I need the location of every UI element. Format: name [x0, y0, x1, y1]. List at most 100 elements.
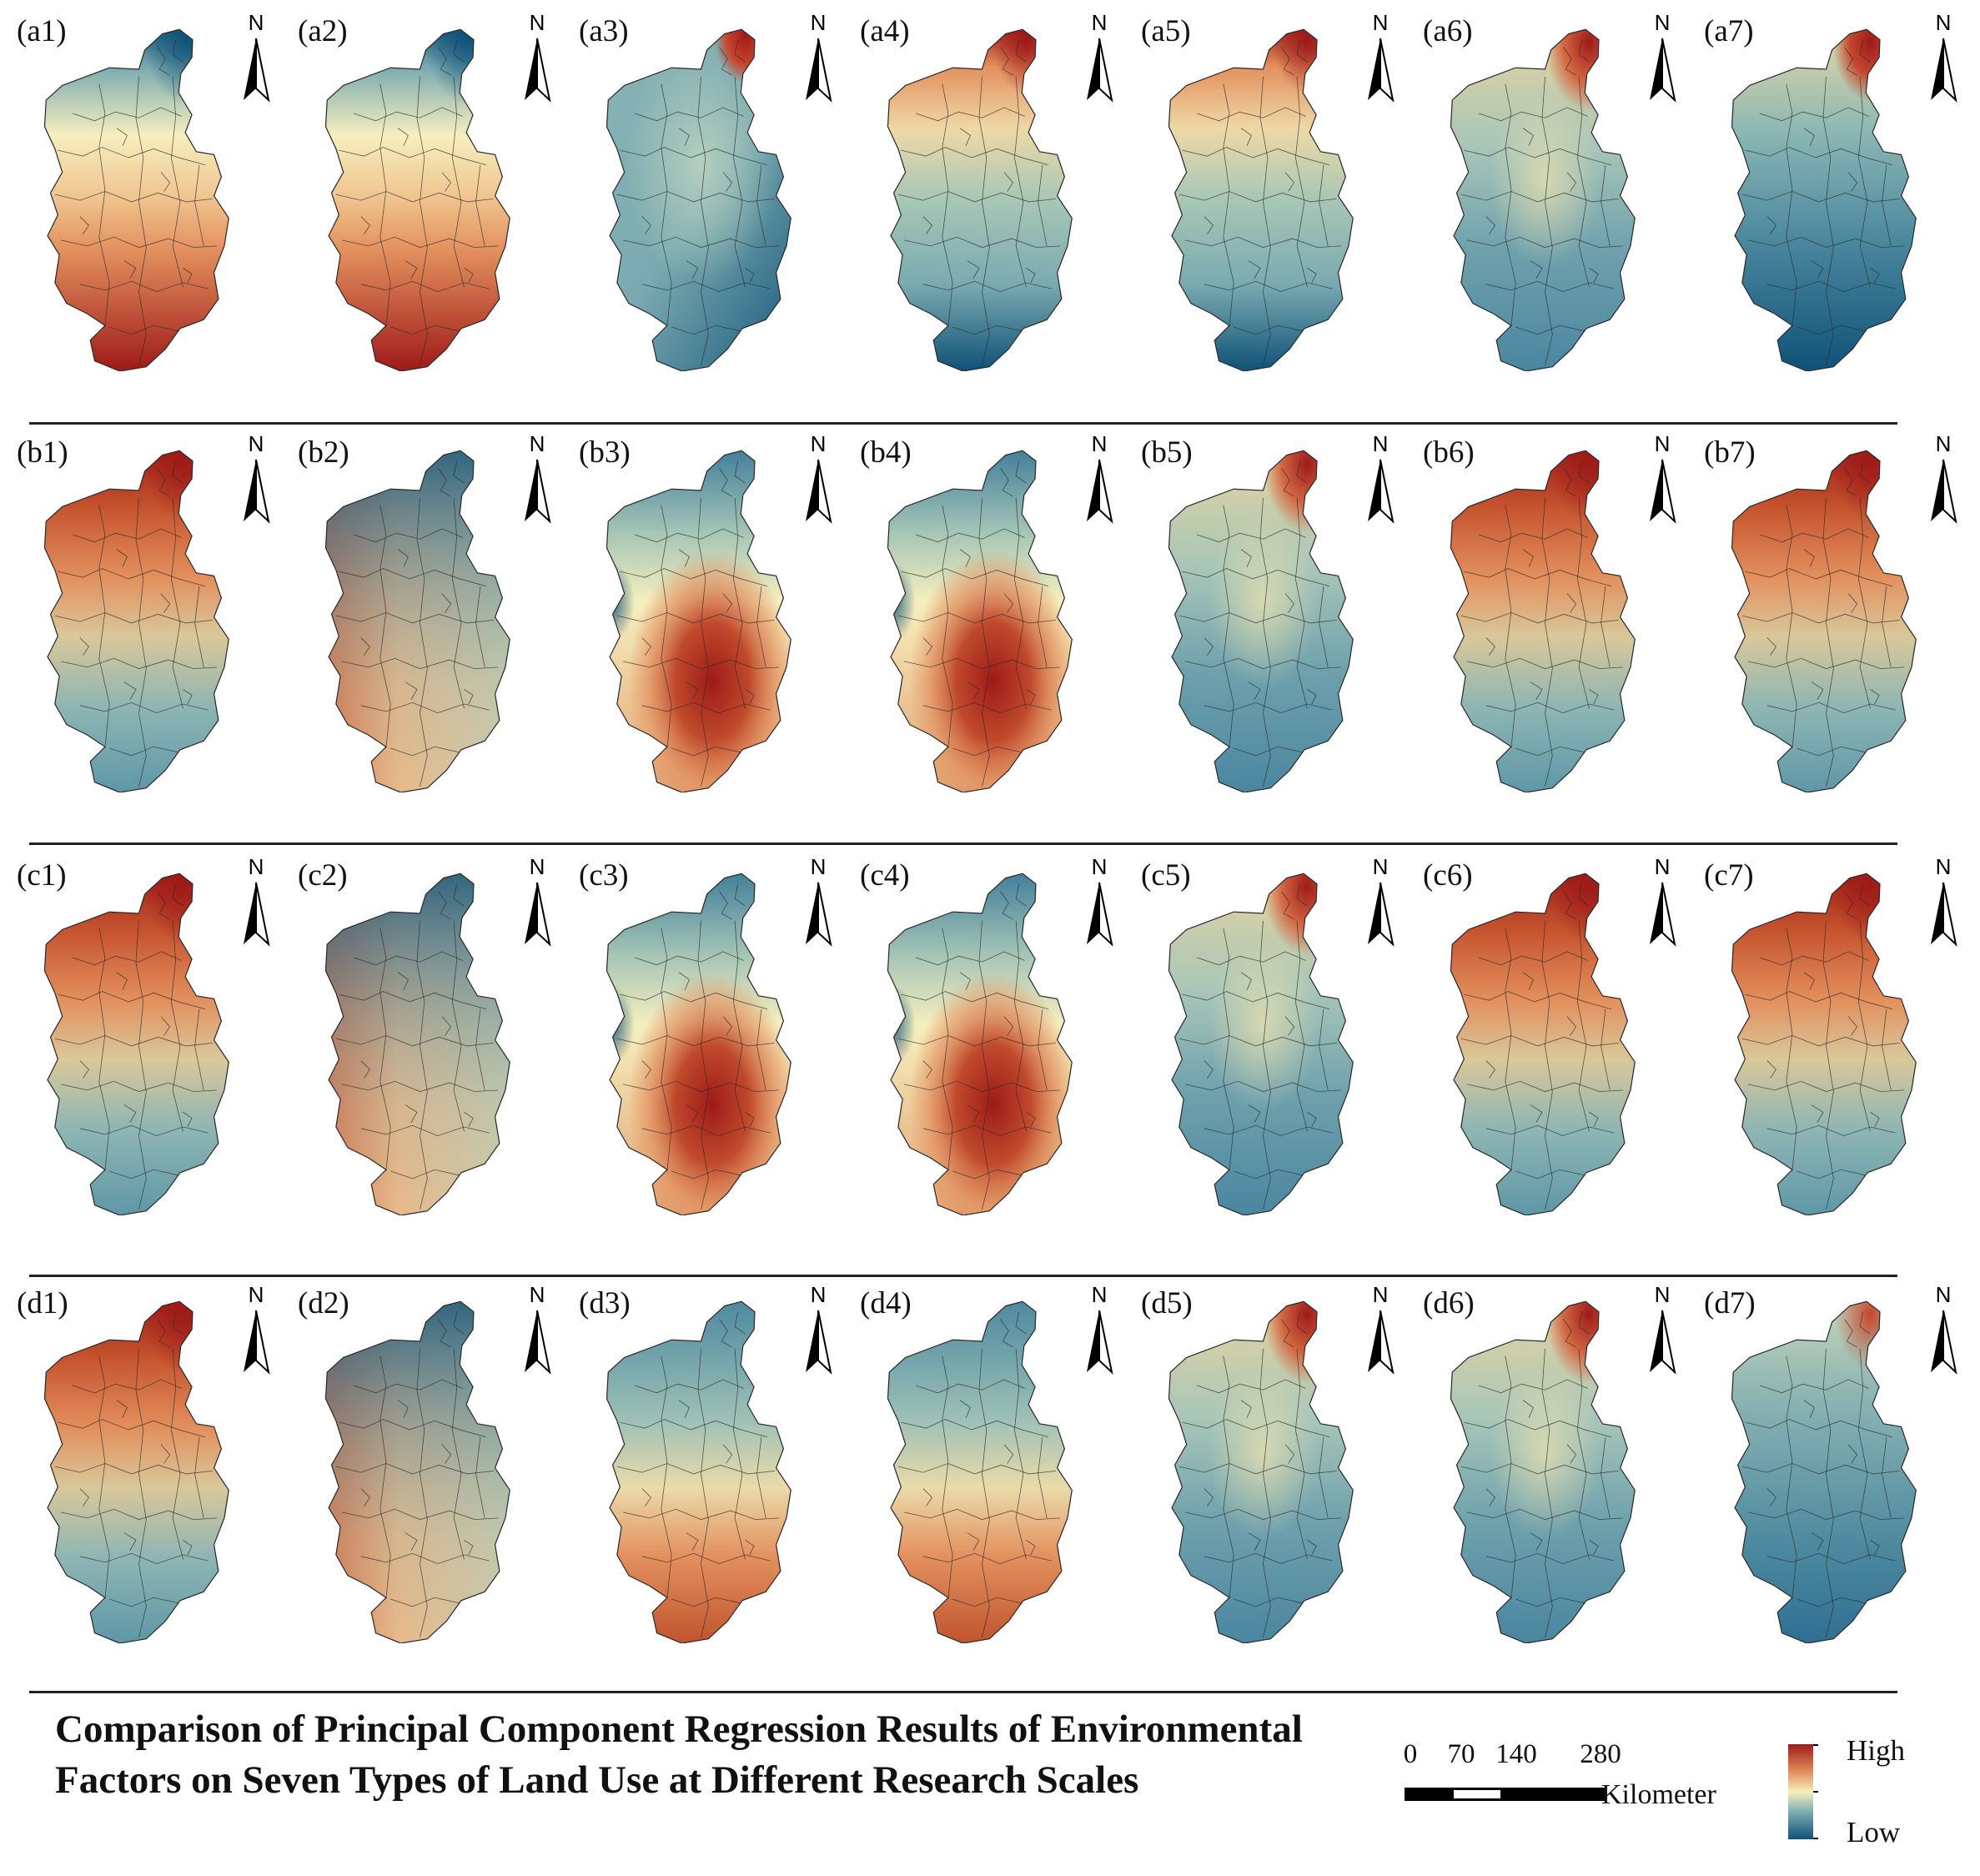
north-label: N — [530, 10, 545, 35]
north-label: N — [530, 854, 545, 879]
choropleth-map — [324, 1300, 510, 1643]
north-arrow-icon: N — [244, 1282, 270, 1375]
value-surface — [887, 29, 1073, 371]
value-surface — [44, 1301, 229, 1643]
legend-high-label: High — [1847, 1734, 1905, 1767]
map-panel-c7: (c7) N — [1699, 852, 1974, 1270]
value-surface — [1168, 1301, 1354, 1643]
map-panel-a3: (a3) N — [574, 8, 849, 425]
north-label: N — [1936, 431, 1952, 456]
map-panel-c3: (c3) N — [574, 852, 849, 1270]
panel-label: (a1) — [17, 14, 67, 48]
panel-label: (c5) — [1141, 858, 1191, 893]
panel-label: (d4) — [860, 1286, 912, 1320]
value-surface — [44, 873, 229, 1215]
row-divider — [29, 1275, 1897, 1277]
scale-unit: Kilometer — [1601, 1779, 1716, 1810]
scale-segment — [1502, 1788, 1605, 1801]
choropleth-map — [1731, 1300, 1917, 1643]
value-surface — [1731, 873, 1917, 1215]
north-label: N — [811, 854, 827, 879]
north-arrow-icon: N — [1087, 431, 1113, 524]
panel-label: (a2) — [298, 14, 348, 48]
region-outline — [887, 450, 1073, 792]
choropleth-map — [43, 28, 229, 371]
north-label: N — [1092, 854, 1108, 879]
value-surface — [606, 873, 791, 1215]
value-surface — [606, 29, 791, 371]
north-arrow-icon: N — [1931, 1282, 1957, 1375]
value-surface — [606, 1301, 791, 1643]
panel-label: (c6) — [1423, 858, 1473, 893]
north-label: N — [249, 10, 264, 35]
figure-title: Comparison of Principal Component Regres… — [55, 1708, 1303, 1802]
region-outline — [1168, 28, 1354, 371]
value-surface — [1450, 1301, 1636, 1643]
north-label: N — [530, 431, 545, 456]
row-divider — [29, 842, 1897, 845]
region-outline — [1168, 1300, 1354, 1643]
value-surface — [44, 29, 229, 371]
north-label: N — [1373, 10, 1389, 35]
north-arrow-icon: N — [525, 1282, 551, 1375]
north-arrow-icon: N — [525, 854, 551, 947]
choropleth-map — [1450, 1300, 1636, 1643]
scale-tick-140: 140 — [1495, 1739, 1537, 1769]
panel-label: (a4) — [860, 14, 910, 48]
north-label: N — [249, 1282, 264, 1307]
scale-bar: 0 70 140 280 Kilometer — [1401, 1739, 1751, 1831]
region-outline — [887, 28, 1073, 371]
value-surface — [1450, 450, 1636, 792]
region-outline — [43, 28, 229, 371]
choropleth-map — [1731, 873, 1917, 1215]
map-panel-d3: (d3) N — [574, 1280, 849, 1697]
north-label: N — [1936, 1282, 1952, 1307]
choropleth-map — [1450, 28, 1636, 371]
choropleth-map — [1450, 873, 1636, 1215]
value-surface — [887, 1301, 1073, 1643]
north-label: N — [530, 1282, 545, 1307]
panel-label: (d7) — [1704, 1286, 1756, 1320]
map-panel-b4: (b4) N — [855, 430, 1130, 847]
north-label: N — [1655, 431, 1671, 456]
scale-tick-70: 70 — [1447, 1739, 1475, 1769]
north-label: N — [1092, 10, 1108, 35]
region-outline — [606, 28, 791, 371]
choropleth-map — [43, 1300, 229, 1643]
map-panel-a7: (a7) N — [1699, 8, 1974, 425]
map-panel-c1: (c1) N — [12, 852, 287, 1270]
map-panel-c2: (c2) N — [293, 852, 568, 1270]
choropleth-map — [1450, 450, 1636, 792]
choropleth-map — [606, 1300, 791, 1643]
region-outline — [887, 873, 1073, 1215]
panel-label: (d6) — [1423, 1286, 1475, 1320]
choropleth-map — [887, 28, 1073, 371]
scale-tick-280: 280 — [1580, 1739, 1621, 1769]
panel-label: (d1) — [17, 1286, 68, 1320]
value-surface — [325, 1301, 510, 1643]
map-panel-b2: (b2) N — [293, 430, 568, 847]
value-surface — [887, 450, 1073, 792]
north-arrow-icon: N — [1650, 431, 1676, 524]
north-arrow-icon: N — [806, 431, 832, 524]
region-outline — [1731, 873, 1917, 1215]
map-panel-b7: (b7) N — [1699, 430, 1974, 847]
region-outline — [1450, 450, 1636, 792]
scale-segment — [1405, 1788, 1452, 1801]
north-label: N — [811, 431, 827, 456]
region-outline — [606, 450, 791, 792]
map-panel-d1: (d1) N — [12, 1280, 287, 1697]
north-arrow-icon: N — [1368, 431, 1395, 524]
north-label: N — [1373, 1282, 1389, 1307]
north-arrow-icon: N — [1087, 10, 1113, 103]
panel-label: (b2) — [298, 435, 349, 470]
north-label: N — [1655, 854, 1671, 879]
value-surface — [1450, 29, 1636, 371]
north-label: N — [1655, 1282, 1671, 1307]
panel-label: (c7) — [1704, 858, 1754, 893]
region-outline — [1168, 450, 1354, 792]
north-arrow-icon: N — [244, 10, 270, 103]
map-panel-b6: (b6) N — [1418, 430, 1693, 847]
map-panel-d2: (d2) N — [293, 1280, 568, 1697]
